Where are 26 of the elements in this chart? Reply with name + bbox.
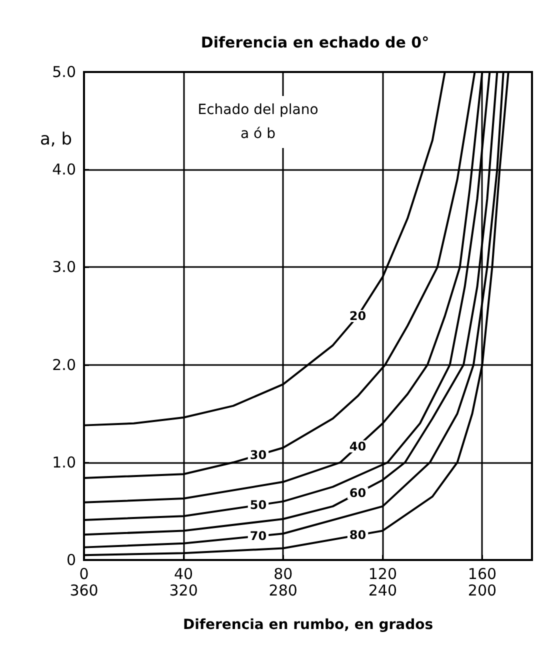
y-tick-label: 5.0 <box>52 63 76 81</box>
series-label: 60 <box>349 486 366 500</box>
series-label: 40 <box>349 439 366 454</box>
x-axis-title: Diferencia en rumbo, en grados <box>182 617 434 633</box>
series-label: 70 <box>250 529 267 544</box>
y-tick-label: 2.0 <box>52 356 76 374</box>
y-tick-label: 1.0 <box>52 453 76 472</box>
x2-tick-label: 200 <box>468 582 497 600</box>
x-tick-label: 80 <box>274 565 293 583</box>
y-tick-label: 4.0 <box>52 160 76 179</box>
series-label: 80 <box>349 528 366 542</box>
series-label: 50 <box>250 498 267 512</box>
x2-tick-label: 280 <box>268 582 298 600</box>
x-tick-label: 0 <box>79 565 89 583</box>
x2-tick-label: 240 <box>368 582 397 600</box>
x-tick-label: 160 <box>468 565 497 583</box>
x2-tick-label: 320 <box>169 582 198 600</box>
x-tick-label: 120 <box>368 565 397 583</box>
chart-title: Diferencia en echado de 0° <box>200 34 430 52</box>
annotation: Echado del plano a ó b <box>198 102 318 142</box>
x2-tick-label: 360 <box>70 582 98 600</box>
y-tick-label: 0 <box>66 551 76 569</box>
x-tick-label: 40 <box>174 565 194 583</box>
series-label: 30 <box>250 448 267 462</box>
y-tick-label: 3.0 <box>52 258 76 276</box>
y-axis-title: a, b <box>40 130 72 150</box>
